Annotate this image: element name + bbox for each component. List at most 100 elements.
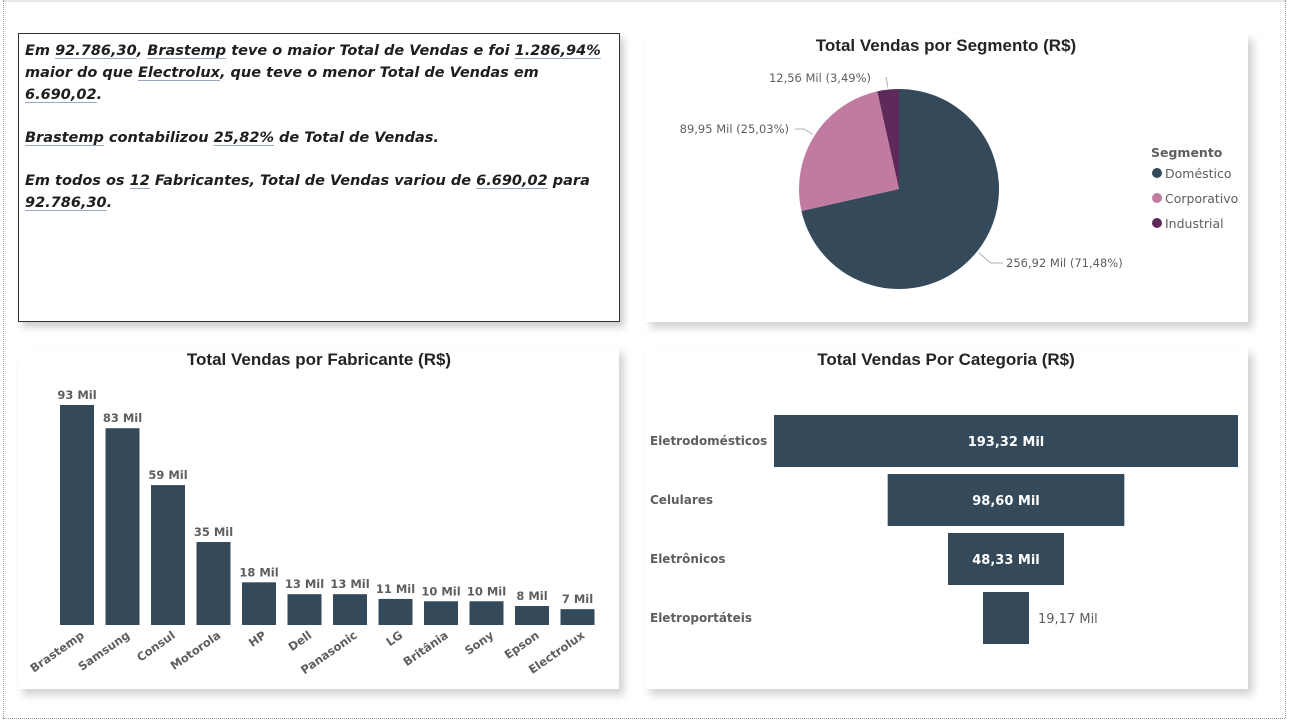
narrative-text: .	[96, 87, 103, 103]
bar-data-label: 10 Mil	[421, 584, 460, 598]
narrative-text: maior do que	[25, 65, 138, 81]
bar-data-label: 13 Mil	[330, 577, 369, 591]
funnel-category-label: Eletroportáteis	[650, 611, 752, 625]
funnel-bar-1[interactable]	[887, 474, 1125, 526]
bar-axis-label: LG	[383, 628, 405, 649]
bar-axis-label: HP	[246, 628, 269, 650]
bar-chart-title: Total Vendas por Fabricante (R$)	[187, 350, 451, 369]
bottom-dotted-border	[3, 718, 1285, 719]
funnel-category-label: Eletrônicos	[650, 552, 726, 566]
bar-brastemp[interactable]	[60, 405, 94, 625]
bar-axis-label: Dell	[286, 628, 315, 654]
right-dotted-border	[1285, 0, 1286, 718]
narrative-text: ,	[136, 43, 148, 59]
bar-axis-label: Motorola	[168, 628, 224, 673]
narrative-highlight: 92.786,30	[25, 195, 107, 211]
funnel-bar-0[interactable]	[774, 415, 1238, 467]
narrative-highlight: 12	[129, 173, 150, 189]
pie-chart-title: Total Vendas por Segmento (R$)	[816, 36, 1076, 55]
pie-data-label-domestico: 256,92 Mil (71,48%)	[1006, 256, 1123, 270]
funnel-bar-3[interactable]	[982, 592, 1030, 644]
bar-britânia[interactable]	[424, 601, 458, 625]
narrative-text: Fabricantes, Total de Vendas variou de	[149, 173, 477, 189]
bar-data-label: 18 Mil	[239, 565, 278, 579]
smart-narrative: Em 92.786,30, Brastemp teve o maior Tota…	[19, 34, 619, 214]
funnel-bar-2[interactable]	[948, 533, 1064, 585]
narrative-text: teve o maior Total de Vendas e foi	[226, 43, 515, 59]
narrative-highlight: 1.286,94%	[514, 43, 601, 59]
pie-leader-line	[795, 128, 814, 135]
narrative-highlight: 25,82%	[213, 130, 274, 146]
pie-data-label-corporativo: 89,95 Mil (25,03%)	[680, 122, 789, 136]
narrative-highlight: 92.786,30	[55, 43, 137, 59]
legend-marker-corporativo	[1152, 193, 1162, 203]
bar-dell[interactable]	[287, 594, 322, 625]
narrative-paragraph-1: Em 92.786,30, Brastemp teve o maior Tota…	[25, 40, 613, 106]
narrative-highlight: Electrolux	[138, 65, 220, 81]
pie-data-label-industrial: 12,56 Mil (3,49%)	[769, 71, 871, 85]
funnel-chart-title: Total Vendas Por Categoria (R$)	[817, 350, 1075, 369]
bar-axis-label: Samsung	[75, 628, 132, 674]
narrative-text: Em	[25, 43, 56, 59]
funnel-chart: Total Vendas Por Categoria (R$) Eletrodo…	[650, 350, 1238, 644]
legend-item-corporativo[interactable]: Corporativo	[1165, 191, 1238, 206]
bar-axis-label: Sony	[462, 628, 497, 658]
left-dotted-border	[3, 0, 4, 718]
bar-lg[interactable]	[378, 598, 413, 625]
pie-slice-industrial[interactable]	[877, 89, 899, 189]
funnel-data-label: 19,17 Mil	[1038, 612, 1098, 627]
funnel-data-label: 193,32 Mil	[968, 435, 1045, 450]
funnel-category-label: Eletrodomésticos	[650, 434, 767, 448]
bar-data-label: 13 Mil	[285, 577, 324, 591]
narrative-highlight: Brastemp	[25, 130, 104, 146]
legend-item-industrial[interactable]: Industrial	[1165, 216, 1224, 231]
legend-item-domestico[interactable]: Doméstico	[1165, 166, 1232, 181]
bar-axis-label: Britânia	[400, 628, 450, 669]
pie-leader-line	[978, 252, 1003, 264]
pie-chart-card[interactable]: Total Vendas por Segmento (R$) 256,92 Mi…	[645, 33, 1248, 322]
legend-marker-domestico	[1152, 168, 1162, 178]
bar-data-label: 59 Mil	[148, 468, 187, 482]
narrative-text: , que teve o menor Total de Vendas em	[220, 65, 539, 81]
pie-slice-domestico[interactable]	[801, 89, 999, 289]
bar-data-label: 8 Mil	[516, 589, 547, 603]
bar-data-label: 83 Mil	[103, 411, 142, 425]
bar-epson[interactable]	[515, 606, 549, 625]
funnel-chart-card[interactable]: Total Vendas Por Categoria (R$) Eletrodo…	[645, 347, 1248, 689]
bar-chart: Total Vendas por Fabricante (R$) 93 Mil B…	[27, 350, 595, 677]
funnel-category-label: Celulares	[650, 493, 713, 507]
legend-marker-industrial	[1152, 218, 1162, 228]
bar-data-label: 11 Mil	[376, 582, 415, 596]
narrative-text: de Total de Vendas.	[274, 130, 439, 146]
bar-hp[interactable]	[242, 582, 276, 625]
funnel-data-label: 48,33 Mil	[972, 553, 1040, 568]
bar-electrolux[interactable]	[560, 609, 595, 625]
narrative-text: Em todos os	[25, 173, 130, 189]
bar-chart-card[interactable]: Total Vendas por Fabricante (R$) 93 Mil B…	[18, 347, 619, 689]
smart-narrative-card[interactable]: Em 92.786,30, Brastemp teve o maior Tota…	[18, 33, 620, 322]
bar-axis-label: Epson	[502, 628, 542, 662]
bar-consul[interactable]	[151, 485, 185, 625]
bar-data-label: 7 Mil	[562, 592, 593, 606]
top-border	[3, 0, 1285, 2]
bar-sony[interactable]	[469, 601, 504, 625]
bar-data-label: 35 Mil	[194, 525, 233, 539]
narrative-paragraph-3: Em todos os 12 Fabricantes, Total de Ven…	[25, 170, 613, 214]
pie-leader-line	[885, 77, 889, 88]
pie-chart: Total Vendas por Segmento (R$) 256,92 Mi…	[680, 36, 1238, 289]
bar-data-label: 10 Mil	[467, 584, 506, 598]
pie-slice-corporativo[interactable]	[799, 91, 899, 211]
bar-data-label: 93 Mil	[57, 388, 96, 402]
narrative-highlight: 6.690,02	[25, 87, 97, 103]
narrative-highlight: 6.690,02	[476, 173, 548, 189]
narrative-text: contabilizou	[103, 130, 214, 146]
funnel-data-label: 98,60 Mil	[972, 494, 1040, 509]
bar-motorola[interactable]	[196, 542, 231, 625]
narrative-text: .	[106, 195, 113, 211]
legend-title: Segmento	[1151, 145, 1223, 160]
bar-axis-label: Brastemp	[27, 628, 86, 675]
bar-panasonic[interactable]	[333, 594, 367, 625]
narrative-text: para	[547, 173, 590, 189]
bar-samsung[interactable]	[105, 428, 140, 625]
narrative-highlight: Brastemp	[147, 43, 227, 59]
